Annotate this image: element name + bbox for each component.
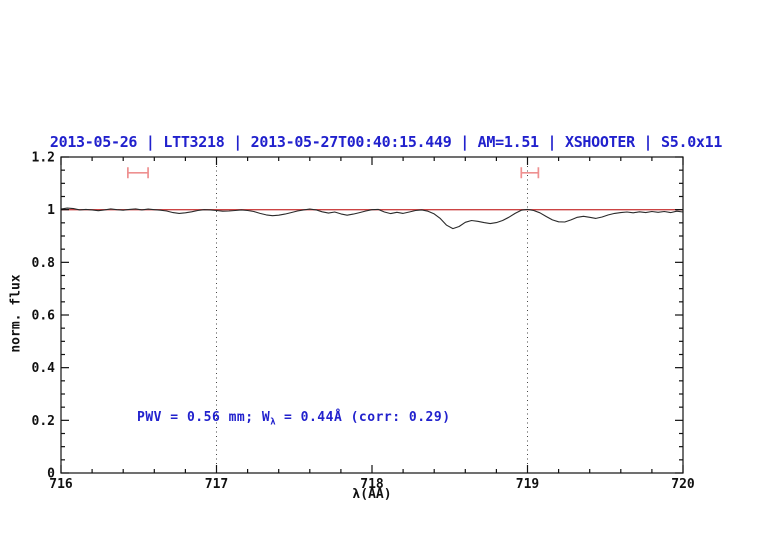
spectrum-line — [60, 207, 684, 230]
x-tick-label: 716 — [49, 477, 73, 492]
x-tick-label: 718 — [360, 477, 384, 492]
y-tick-label: 0.4 — [32, 361, 56, 376]
y-tick-label: 0.2 — [32, 414, 55, 429]
plot-title: 2013-05-26 | LTT3218 | 2013-05-27T00:40:… — [49, 133, 723, 151]
annotation-lambda-subscript: λ — [270, 417, 276, 428]
telluric-range-marker — [127, 167, 149, 179]
x-axis-label: λ(AA) — [352, 487, 392, 502]
annotation-prefix: PWV = 0.56 mm; W — [137, 410, 271, 425]
y-tick-label: 0 — [47, 467, 55, 482]
annotation-suffix: = 0.44Å (corr: 0.29) — [275, 410, 451, 425]
y-tick-label: 1.2 — [32, 151, 55, 166]
y-tick-label: 0.8 — [32, 256, 56, 271]
x-tick-label: 719 — [516, 477, 539, 492]
y-tick-label: 0.6 — [32, 309, 56, 324]
pwv-annotation: PWV = 0.56 mm; Wλ = 0.44Å (corr: 0.29) — [137, 410, 451, 428]
telluric-range-marker — [520, 167, 540, 179]
x-tick-label: 717 — [205, 477, 228, 492]
x-tick-label: 720 — [671, 477, 695, 492]
y-tick-label: 1 — [47, 203, 55, 218]
